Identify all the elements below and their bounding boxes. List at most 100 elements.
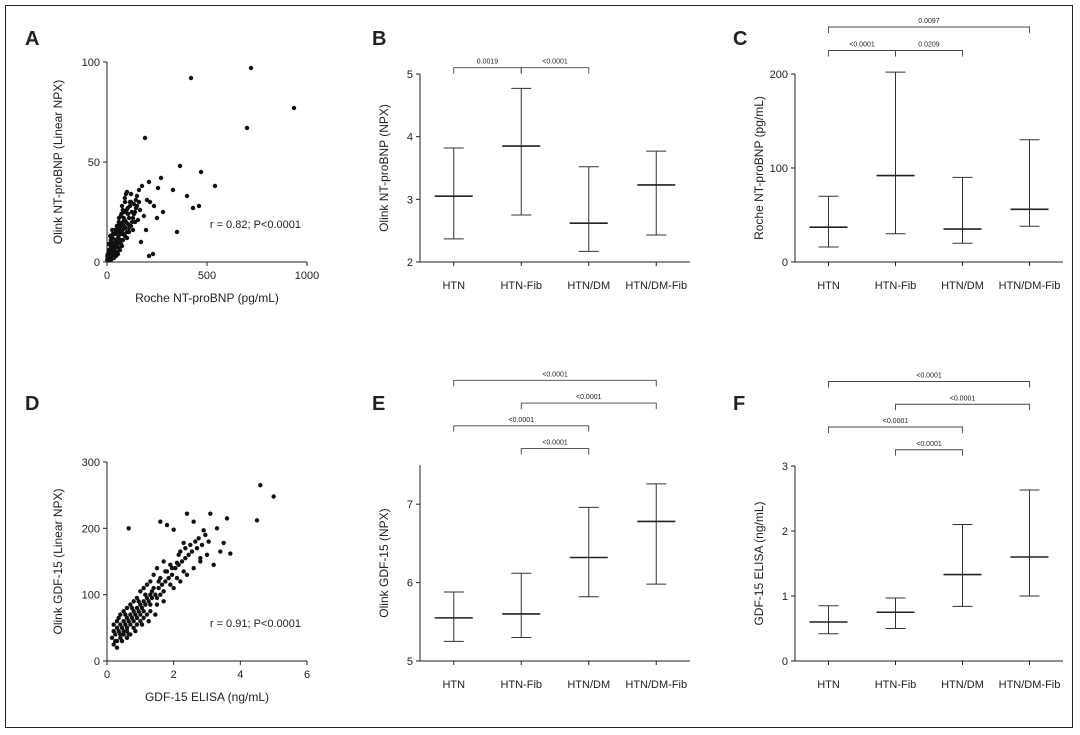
y-tick-label: 5 <box>407 656 413 668</box>
scatter-point <box>158 575 163 581</box>
scatter-point <box>105 257 110 263</box>
scatter-point <box>156 585 161 591</box>
scatter-point <box>121 609 126 614</box>
category-label: HTN/DM-Fib <box>999 280 1061 292</box>
y-tick-label: 0 <box>782 257 788 269</box>
scatter-point <box>161 559 166 564</box>
scatter-point <box>208 511 213 516</box>
scatter-point <box>124 635 130 640</box>
scatter-point <box>184 511 190 516</box>
scatter-point <box>128 602 133 607</box>
scatter-point <box>181 540 186 546</box>
scatter-point <box>108 237 114 243</box>
comparison-bracket <box>453 425 590 432</box>
scatter-point <box>113 638 118 644</box>
panel-f: F 0 1 2 3 GDF-15 ELISA (ng/mL) HTN HTN-Fib HTN/D… <box>733 373 1063 691</box>
scatter-point <box>116 628 121 634</box>
scatter-point <box>146 619 151 624</box>
y-axis-label: Olink NT-proBNP (Linear NPX) <box>51 80 65 245</box>
scatter-point <box>133 197 138 203</box>
scatter-point <box>163 569 168 574</box>
p-value-label: 0.0209 <box>918 42 940 49</box>
y-axis-label: Olink GDF-15 (Linear NPX) <box>51 488 65 634</box>
scatter-point <box>199 542 205 548</box>
y-tick-label: 7 <box>407 499 413 511</box>
scatter-point <box>133 628 138 634</box>
p-value-label: 0.0097 <box>918 18 940 25</box>
scatter-point <box>166 575 171 581</box>
scatter-point <box>141 213 147 219</box>
scatter-point <box>141 599 146 604</box>
scatter-point <box>138 612 143 617</box>
category-label: HTN/DM <box>941 280 984 292</box>
scatter-point <box>156 579 161 584</box>
scatter-point <box>179 559 185 564</box>
scatter-point <box>160 209 166 215</box>
panel-label: F <box>733 393 745 415</box>
scatter-point <box>110 227 115 233</box>
category-label: HTN/DM <box>567 280 610 292</box>
scatter-point <box>109 245 115 251</box>
comparison-bracket <box>453 67 522 74</box>
scatter-point <box>118 622 123 627</box>
scatter-point <box>127 199 132 205</box>
scatter-point <box>188 542 193 548</box>
category-label: HTN/DM-Fib <box>999 679 1061 691</box>
p-value-label: <0.0001 <box>916 441 942 448</box>
scatter-point <box>122 195 128 201</box>
comparison-bracket <box>520 402 657 410</box>
scatter-point <box>119 231 125 237</box>
panel-label: C <box>733 28 747 50</box>
scatter-point <box>153 592 158 597</box>
scatter-point <box>122 199 128 205</box>
scatter-point <box>129 605 135 611</box>
y-axis-label: Roche NT-proBNP (pg/mL) <box>752 96 766 240</box>
category-label: HTN/DM <box>941 679 984 691</box>
scatter-point <box>133 612 138 617</box>
p-value-label: <0.0001 <box>509 417 535 424</box>
scatter-point <box>121 632 126 637</box>
scatter-point <box>189 549 195 554</box>
y-tick-label: 100 <box>770 163 788 175</box>
category-label: HTN <box>817 280 840 292</box>
scatter-point <box>148 579 153 584</box>
scatter-point <box>124 625 130 631</box>
scatter-point <box>134 595 140 601</box>
p-value-label: <0.0001 <box>883 418 909 425</box>
category-label: HTN-Fib <box>500 280 542 292</box>
panel-d: D 0 100 200 300 Olink GDF-15 (Linear NPX) 0 2 4 6… <box>25 393 310 704</box>
correlation-annotation: r = 0.91; P<0.0001 <box>210 618 301 630</box>
y-tick-label: 100 <box>82 590 100 602</box>
scatter-point <box>125 205 130 211</box>
y-tick-label: 2 <box>407 257 413 269</box>
scatter-point <box>198 559 203 564</box>
y-tick-label: 2 <box>782 526 788 538</box>
scatter-point <box>155 185 161 191</box>
category-label: HTN <box>442 280 465 292</box>
scatter-point <box>121 628 126 634</box>
y-tick-label: 200 <box>770 69 788 81</box>
scatter-point <box>128 191 134 197</box>
scatter-point <box>123 622 128 627</box>
scatter-point <box>110 249 116 255</box>
scatter-point <box>138 602 143 607</box>
scatter-point <box>142 135 148 141</box>
scatter-point <box>124 615 130 621</box>
scatter-point <box>124 229 130 235</box>
x-tick-label: 500 <box>198 270 216 282</box>
scatter-point <box>204 552 210 558</box>
category-label: HTN-Fib <box>875 280 917 292</box>
scatter-point <box>149 589 155 594</box>
scatter-point <box>117 239 123 245</box>
scatter-point <box>169 565 175 571</box>
scatter-point <box>171 527 176 532</box>
scatter-point <box>116 219 122 225</box>
scatter-point <box>212 183 218 189</box>
scatter-point <box>109 635 115 640</box>
scatter-point <box>139 622 145 627</box>
scatter-point <box>258 483 263 488</box>
scatter-point <box>138 619 143 624</box>
scatter-point <box>138 239 144 245</box>
comparison-bracket <box>895 449 963 456</box>
scatter-point <box>164 522 170 528</box>
